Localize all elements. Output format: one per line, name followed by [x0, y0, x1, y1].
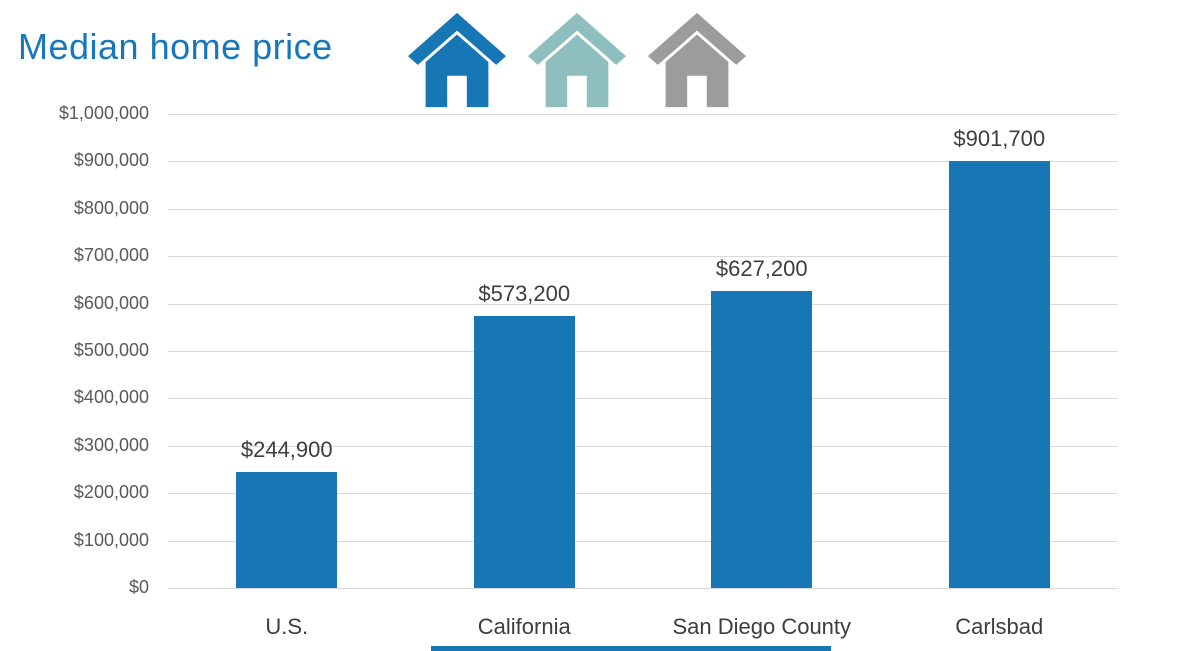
y-tick-label: $600,000 [73, 292, 149, 313]
gridline [168, 208, 1118, 210]
gridline [168, 588, 1118, 589]
y-tick-label: $200,000 [73, 482, 149, 503]
gridline [168, 398, 1118, 400]
x-axis-label-u-s: U.S. [265, 614, 309, 639]
bars: $244,900 $573,200 $627,200 $901,700 [168, 114, 1118, 588]
bar-column-san-diego-county: $627,200 [643, 114, 881, 588]
house-roof [527, 12, 627, 65]
x-axis-label-carlsbad: Carlsbad [955, 614, 1044, 639]
y-tick-label: $800,000 [73, 197, 149, 218]
bar-value-label-carlsbad: $901,700 [953, 126, 1046, 151]
bar-california [473, 316, 575, 588]
house-roof [407, 12, 507, 65]
x-axis-label-california: California [477, 614, 571, 639]
bar-column-u-s: $244,900 [168, 114, 406, 588]
bar-column-carlsbad: $901,700 [881, 114, 1119, 588]
house-icon-blue [407, 12, 507, 108]
house-icon-teal [527, 12, 627, 108]
bar-u-s [236, 472, 338, 588]
gridline [168, 114, 1118, 115]
y-tick-label: $400,000 [73, 387, 149, 408]
house-roof [647, 12, 747, 65]
gridline [168, 351, 1118, 352]
plot-area: $244,900 $573,200 $627,200 $901,700 [168, 114, 1118, 589]
house-body [665, 34, 729, 108]
y-tick-label: $0 [128, 577, 149, 597]
bar-san-diego-county [711, 291, 813, 588]
chart-title: Median home price [18, 26, 333, 67]
bottom-accent-bar [431, 646, 831, 651]
y-tick-label: $100,000 [73, 529, 149, 550]
house-icons-group [406, 10, 748, 110]
y-tick-label: $900,000 [73, 150, 149, 171]
gridline [168, 445, 1118, 447]
bar-carlsbad [948, 161, 1050, 588]
house-body [545, 34, 609, 108]
y-tick-label: $1,000,000 [58, 103, 149, 123]
house-icon-gray [647, 12, 747, 108]
y-tick-label: $300,000 [73, 434, 149, 455]
bar-column-california: $573,200 [406, 114, 644, 588]
bar-value-label-california: $573,200 [478, 281, 571, 306]
y-axis: $0 $100,000 $200,000 $300,000 $400,000 $500,0… [0, 103, 155, 597]
gridline [168, 540, 1118, 542]
gridline [168, 303, 1118, 305]
y-tick-label: $500,000 [73, 340, 149, 360]
x-axis-label-san-diego-county: San Diego County [672, 614, 852, 639]
y-tick-label: $700,000 [73, 245, 149, 266]
bar-value-label-u-s: $244,900 [240, 437, 333, 462]
house-body [425, 34, 489, 108]
x-axis: U.S. California San Diego County Carlsbad [168, 614, 1118, 640]
gridline [168, 161, 1118, 163]
bar-value-label-san-diego-county: $627,200 [715, 256, 808, 281]
gridline [168, 493, 1118, 495]
gridline [168, 256, 1118, 258]
